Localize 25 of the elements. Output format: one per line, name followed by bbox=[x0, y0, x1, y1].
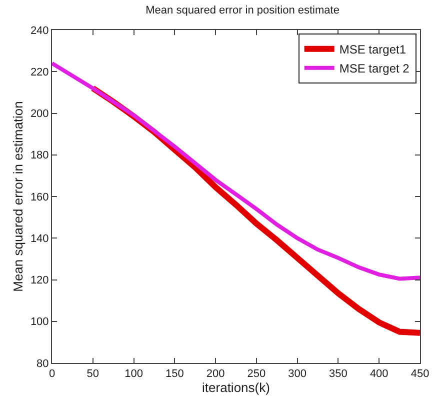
x-tick-label: 400 bbox=[370, 368, 388, 380]
y-axis-title: Mean squared error in estimation bbox=[10, 101, 26, 292]
x-tick-label: 450 bbox=[410, 368, 430, 380]
y-tick-label: 220 bbox=[30, 66, 49, 78]
x-axis-title: iterations(k) bbox=[202, 380, 270, 396]
x-tick-label: 100 bbox=[124, 368, 143, 380]
y-tick-label: 240 bbox=[30, 24, 49, 37]
y-tick-label: 140 bbox=[30, 232, 49, 245]
x-tick-label: 200 bbox=[206, 368, 225, 380]
y-tick-label: 200 bbox=[30, 108, 49, 120]
y-tick-label: 160 bbox=[30, 191, 49, 204]
x-tick-label: 150 bbox=[165, 368, 184, 380]
legend-label: MSE target 2 bbox=[339, 62, 410, 76]
x-tick-label: 50 bbox=[86, 368, 100, 380]
chart-title: Mean squared error in position estimate bbox=[146, 4, 340, 17]
y-tick-label: 80 bbox=[36, 358, 49, 370]
y-tick-label: 100 bbox=[30, 316, 49, 328]
y-tick-label: 180 bbox=[30, 150, 49, 162]
legend-label: MSE target1 bbox=[339, 42, 406, 57]
x-tick-label: 0 bbox=[48, 368, 56, 380]
x-tick-label: 350 bbox=[329, 368, 348, 380]
y-tick-label: 120 bbox=[30, 274, 49, 287]
x-tick-label: 300 bbox=[288, 368, 307, 380]
line-series bbox=[52, 61, 420, 281]
x-tick-label: 250 bbox=[247, 368, 266, 380]
